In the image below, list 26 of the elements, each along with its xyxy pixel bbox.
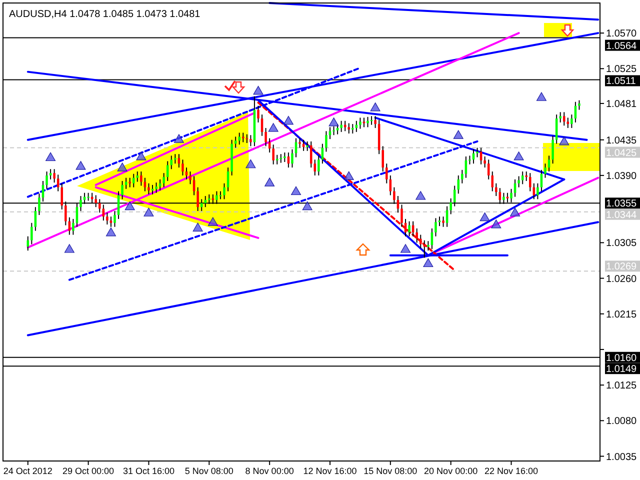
y-tick-label: 1.0080: [606, 416, 638, 428]
x-tick-label: 20 Nov 00:00: [424, 466, 478, 476]
ref-line-label: 1.0355: [606, 198, 638, 210]
y-tick-label: 1.0435: [606, 135, 638, 146]
x-tick-label: 29 Oct 00:00: [62, 466, 114, 476]
y-tick-label: 1.0035: [606, 452, 638, 463]
ref-line-label: 1.0564: [606, 40, 638, 52]
x-tick-label: 15 Nov 08:00: [364, 466, 418, 476]
x-tick-label: 31 Oct 16:00: [122, 466, 175, 476]
x-tick-label: 5 Nov 08:00: [184, 466, 234, 476]
text: AUDUSD,H4 1.0478 1.0485 1.0473 1.0481: [9, 9, 201, 20]
y-tick-label: 1.0525: [606, 64, 638, 76]
x-tick-label: 24 Oct 2012: [3, 466, 52, 476]
y-tick-label: 1.0260: [606, 274, 638, 285]
y-tick-label: 1.0390: [606, 170, 638, 182]
y-tick-label: 1.0570: [606, 28, 638, 40]
y-tick-label: 1.0481: [606, 98, 638, 110]
ref-line-label: 1.0511: [606, 76, 636, 88]
ref-line-label: 1.0160: [606, 352, 638, 364]
x-tick-label: 12 Nov 16:00: [303, 466, 357, 476]
x-tick-label: 8 Nov 00:00: [245, 466, 294, 476]
y-tick-label: 1.0305: [606, 238, 638, 250]
y-tick-label: 1.0215: [606, 309, 638, 320]
x-tick-label: 22 Nov 16:00: [484, 466, 538, 476]
ref-line-label: 1.0149: [606, 364, 638, 376]
y-tick-label: 1.0125: [606, 380, 638, 392]
